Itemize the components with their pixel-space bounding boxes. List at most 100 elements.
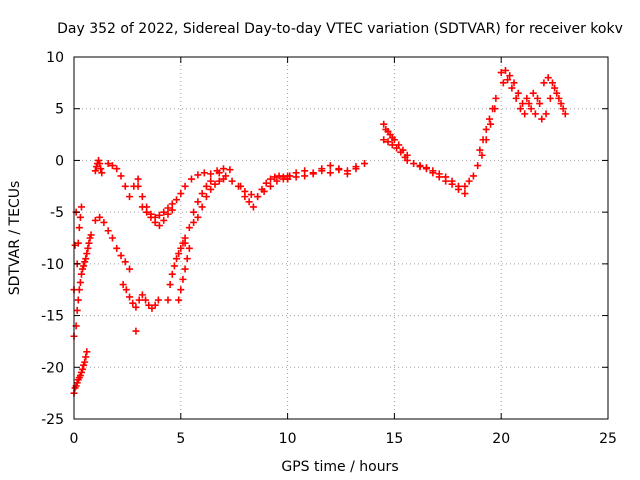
data-point <box>79 365 87 373</box>
data-point <box>138 193 146 201</box>
grid-lines <box>74 57 608 419</box>
data-point <box>397 148 405 156</box>
data-point <box>179 275 187 283</box>
data-point <box>76 278 84 286</box>
data-point <box>175 296 183 304</box>
data-point <box>155 211 163 219</box>
x-tick-labels: 0 5 10 15 20 25 <box>70 431 617 447</box>
data-point <box>501 66 509 74</box>
y-tick-label: -25 <box>41 412 64 428</box>
data-point <box>534 94 542 102</box>
y-tick-label: -15 <box>41 309 64 325</box>
data-point <box>151 218 159 226</box>
data-point <box>510 79 518 87</box>
data-point <box>435 170 443 178</box>
series-descent <box>403 156 469 198</box>
data-point <box>384 138 392 146</box>
data-point <box>525 100 533 108</box>
data-point <box>198 203 206 211</box>
series-peak-band <box>497 66 569 118</box>
series-arc-2 <box>104 160 142 201</box>
data-point <box>132 327 140 335</box>
data-point <box>119 281 127 289</box>
data-point <box>380 120 388 128</box>
data-point <box>166 281 174 289</box>
data-point <box>121 182 129 190</box>
data-point <box>262 179 270 187</box>
x-tick-label: 20 <box>492 431 510 447</box>
data-point <box>96 160 104 168</box>
y-tick-label: 5 <box>55 102 64 118</box>
data-point <box>181 182 189 190</box>
data-point <box>181 265 189 273</box>
data-point <box>198 190 206 198</box>
data-point <box>194 213 202 221</box>
x-tick-label: 25 <box>599 431 617 447</box>
data-point <box>326 162 334 170</box>
data-point <box>403 156 411 164</box>
data-point <box>309 169 317 177</box>
data-point <box>531 110 539 118</box>
data-point <box>555 94 563 102</box>
data-point <box>506 72 514 80</box>
data-point <box>138 203 146 211</box>
data-point <box>104 227 112 235</box>
data-point <box>516 105 524 113</box>
data-point <box>126 293 134 301</box>
data-point <box>529 89 537 97</box>
data-point <box>98 169 106 177</box>
data-point <box>91 216 99 224</box>
data-point <box>175 250 183 258</box>
data-point <box>469 172 477 180</box>
data-point <box>454 182 462 190</box>
series-peak-band-2 <box>499 76 567 123</box>
data-point <box>557 100 565 108</box>
data-point <box>154 296 162 304</box>
data-point <box>258 185 266 193</box>
data-point <box>185 224 193 232</box>
x-axis-label: GPS time / hours <box>281 459 398 475</box>
data-point <box>177 244 185 252</box>
data-point <box>138 291 146 299</box>
data-point <box>523 94 531 102</box>
data-point <box>237 182 245 190</box>
data-point <box>160 216 168 224</box>
data-point <box>226 166 234 174</box>
data-point <box>442 173 450 181</box>
data-point <box>222 172 230 180</box>
series-spike-1 <box>91 156 106 177</box>
series-descent-2 <box>416 162 462 190</box>
data-point <box>134 175 142 183</box>
data-point <box>142 296 150 304</box>
data-point <box>122 286 130 294</box>
data-point <box>200 169 208 177</box>
data-point <box>177 286 185 294</box>
data-point <box>461 190 469 198</box>
data-point <box>168 270 176 278</box>
data-point <box>559 105 567 113</box>
data-point <box>536 100 544 108</box>
data-point <box>512 94 520 102</box>
data-point <box>132 303 140 311</box>
series-flat-band-2 <box>284 165 360 183</box>
data-point <box>75 224 83 232</box>
data-point <box>170 262 178 270</box>
data-point <box>360 160 368 168</box>
data-point <box>228 177 236 185</box>
data-point <box>207 185 215 193</box>
x-tick-label: 0 <box>70 431 79 447</box>
data-point <box>343 170 351 178</box>
data-point <box>548 79 556 87</box>
data-point <box>540 79 548 87</box>
data-point <box>485 115 493 123</box>
series-rise-2 <box>190 175 228 226</box>
data-point <box>335 166 343 174</box>
data-point <box>390 136 398 144</box>
y-tick-label: 0 <box>55 153 64 169</box>
data-point <box>492 94 500 102</box>
data-point <box>73 306 81 314</box>
data-point <box>87 231 95 239</box>
data-point <box>151 301 159 309</box>
data-point <box>74 239 82 247</box>
data-point <box>190 218 198 226</box>
